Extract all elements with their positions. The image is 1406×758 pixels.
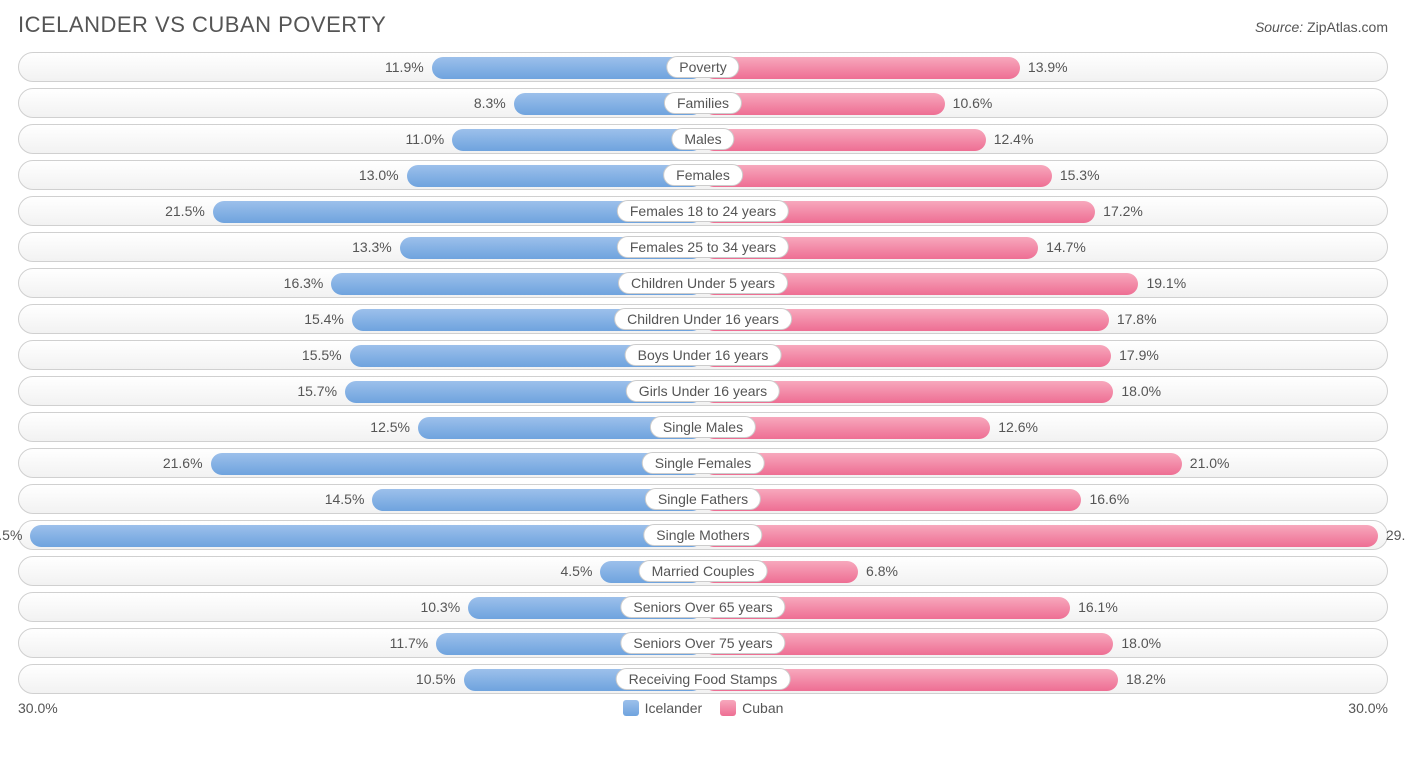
value-left: 21.5%: [165, 203, 205, 219]
value-right: 18.0%: [1121, 383, 1161, 399]
chart-row: 11.9% 13.9% Poverty: [18, 52, 1388, 82]
chart-row: 15.5% 17.9% Boys Under 16 years: [18, 340, 1388, 370]
legend-item-left: Icelander: [623, 700, 703, 716]
category-label: Seniors Over 75 years: [620, 632, 785, 654]
value-left: 12.5%: [370, 419, 410, 435]
value-right: 17.8%: [1117, 311, 1157, 327]
legend-swatch-right: [720, 700, 736, 716]
value-left: 21.6%: [163, 455, 203, 471]
category-label: Females 25 to 34 years: [617, 236, 789, 258]
value-right: 21.0%: [1190, 455, 1230, 471]
category-label: Children Under 16 years: [614, 308, 792, 330]
chart-header: ICELANDER VS CUBAN POVERTY Source: ZipAt…: [18, 12, 1388, 38]
value-right: 6.8%: [866, 563, 898, 579]
chart-title: ICELANDER VS CUBAN POVERTY: [18, 12, 386, 38]
chart-row: 12.5% 12.6% Single Males: [18, 412, 1388, 442]
legend-swatch-left: [623, 700, 639, 716]
value-right: 13.9%: [1028, 59, 1068, 75]
category-label: Single Females: [642, 452, 765, 474]
chart-footer: 30.0% Icelander Cuban 30.0%: [18, 700, 1388, 716]
value-left: 13.3%: [352, 239, 392, 255]
value-right: 12.6%: [998, 419, 1038, 435]
value-left: 11.9%: [385, 59, 424, 75]
category-label: Single Fathers: [645, 488, 761, 510]
category-label: Males: [671, 128, 734, 150]
value-right: 16.6%: [1089, 491, 1129, 507]
value-left: 15.7%: [297, 383, 337, 399]
value-left: 10.5%: [416, 671, 456, 687]
chart-row: 13.0% 15.3% Females: [18, 160, 1388, 190]
chart-source: Source: ZipAtlas.com: [1255, 19, 1388, 35]
value-left: 13.0%: [359, 167, 399, 183]
category-label: Single Males: [650, 416, 756, 438]
legend: Icelander Cuban: [623, 700, 784, 716]
chart-row: 15.7% 18.0% Girls Under 16 years: [18, 376, 1388, 406]
category-label: Families: [664, 92, 742, 114]
value-left: 11.0%: [406, 131, 445, 147]
category-label: Poverty: [666, 56, 739, 78]
value-left: 29.5%: [0, 527, 22, 543]
value-right: 18.2%: [1126, 671, 1166, 687]
bar-left: [407, 165, 703, 187]
bar-left: [30, 525, 703, 547]
value-left: 8.3%: [474, 95, 506, 111]
source-value: ZipAtlas.com: [1307, 19, 1388, 35]
bar-left: [432, 57, 703, 79]
source-label: Source:: [1255, 19, 1303, 35]
chart-row: 10.3% 16.1% Seniors Over 65 years: [18, 592, 1388, 622]
chart-row: 11.0% 12.4% Males: [18, 124, 1388, 154]
category-label: Seniors Over 65 years: [620, 596, 785, 618]
value-left: 15.5%: [302, 347, 342, 363]
value-right: 19.1%: [1146, 275, 1186, 291]
diverging-bar-chart: 11.9%13.9%Poverty8.3%10.6%Families11.0%1…: [18, 52, 1388, 694]
chart-row: 21.5% 17.2% Females 18 to 24 years: [18, 196, 1388, 226]
value-right: 29.6%: [1386, 527, 1406, 543]
axis-left-max: 30.0%: [18, 700, 58, 716]
value-right: 18.0%: [1121, 635, 1161, 651]
category-label: Females 18 to 24 years: [617, 200, 789, 222]
category-label: Girls Under 16 years: [626, 380, 780, 402]
chart-row: 8.3% 10.6% Families: [18, 88, 1388, 118]
category-label: Receiving Food Stamps: [616, 668, 791, 690]
value-right: 12.4%: [994, 131, 1034, 147]
value-right: 16.1%: [1078, 599, 1118, 615]
chart-row: 29.5%29.6%Single Mothers: [18, 520, 1388, 550]
bar-right: [703, 129, 986, 151]
value-left: 4.5%: [560, 563, 592, 579]
bar-right: [703, 165, 1052, 187]
bar-right: [703, 525, 1378, 547]
value-left: 16.3%: [284, 275, 324, 291]
chart-row: 4.5% 6.8% Married Couples: [18, 556, 1388, 586]
legend-item-right: Cuban: [720, 700, 783, 716]
value-left: 11.7%: [390, 635, 429, 651]
category-label: Boys Under 16 years: [625, 344, 782, 366]
chart-row: 11.7% 18.0% Seniors Over 75 years: [18, 628, 1388, 658]
value-right: 17.2%: [1103, 203, 1143, 219]
bar-left: [211, 453, 703, 475]
chart-row: 21.6% 21.0% Single Females: [18, 448, 1388, 478]
category-label: Single Mothers: [643, 524, 762, 546]
value-right: 14.7%: [1046, 239, 1086, 255]
bar-right: [703, 57, 1020, 79]
chart-row: 14.5% 16.6% Single Fathers: [18, 484, 1388, 514]
bar-left: [452, 129, 703, 151]
value-right: 10.6%: [953, 95, 993, 111]
value-left: 15.4%: [304, 311, 344, 327]
category-label: Children Under 5 years: [618, 272, 788, 294]
category-label: Married Couples: [639, 560, 768, 582]
chart-row: 10.5% 18.2% Receiving Food Stamps: [18, 664, 1388, 694]
chart-row: 13.3% 14.7% Females 25 to 34 years: [18, 232, 1388, 262]
value-left: 10.3%: [420, 599, 460, 615]
value-right: 17.9%: [1119, 347, 1159, 363]
value-right: 15.3%: [1060, 167, 1100, 183]
chart-row: 16.3% 19.1% Children Under 5 years: [18, 268, 1388, 298]
value-left: 14.5%: [325, 491, 365, 507]
legend-label-right: Cuban: [742, 700, 783, 716]
bar-right: [703, 453, 1182, 475]
legend-label-left: Icelander: [645, 700, 703, 716]
category-label: Females: [663, 164, 743, 186]
axis-right-max: 30.0%: [1348, 700, 1388, 716]
chart-row: 15.4% 17.8% Children Under 16 years: [18, 304, 1388, 334]
